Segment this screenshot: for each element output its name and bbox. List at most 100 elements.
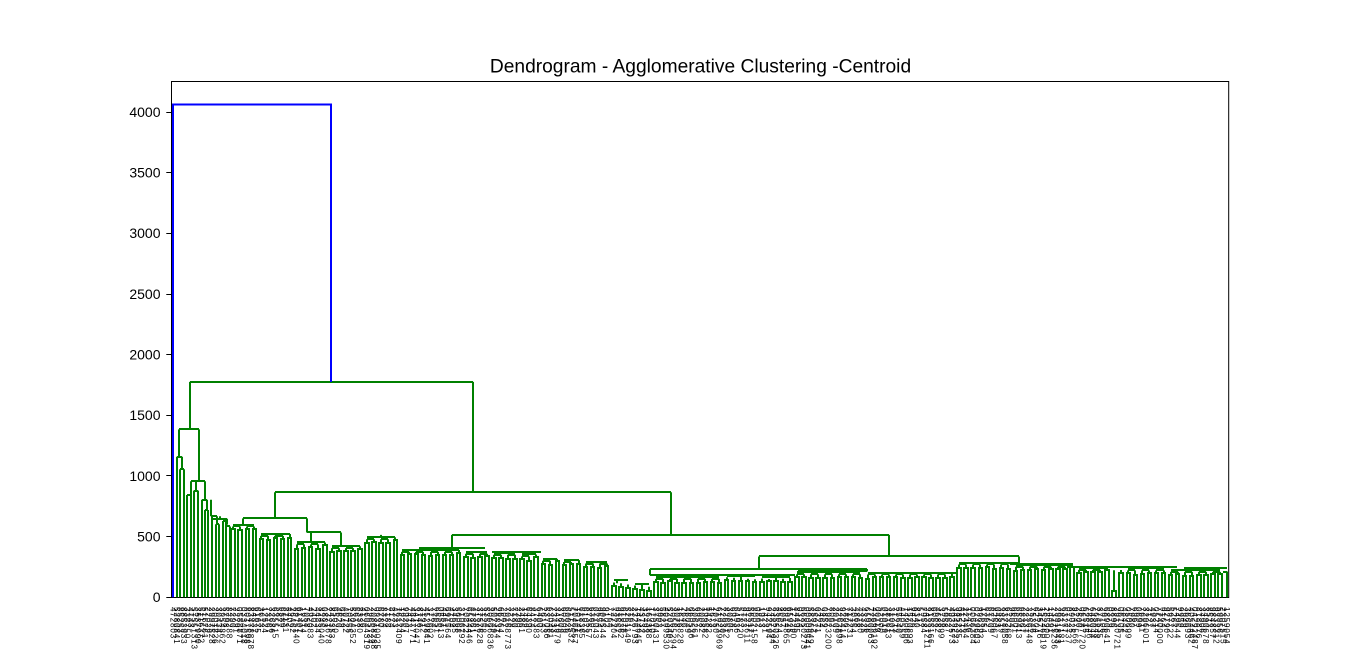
svg-text:45624: 45624	[774, 607, 783, 634]
svg-text:01019: 01019	[880, 607, 889, 634]
svg-text:00009541: 00009541	[803, 607, 812, 650]
svg-text:873557: 873557	[584, 607, 593, 639]
svg-text:78527: 78527	[944, 607, 953, 634]
svg-text:1673: 1673	[708, 607, 717, 628]
svg-text:24337211: 24337211	[922, 607, 931, 649]
svg-text:3256748: 3256748	[1025, 607, 1034, 644]
svg-text:4402: 4402	[285, 607, 294, 628]
svg-text:818876: 818876	[1194, 607, 1203, 639]
svg-text:79584: 79584	[919, 607, 928, 634]
svg-text:9554: 9554	[595, 607, 604, 628]
svg-text:3263898: 3263898	[834, 607, 843, 644]
svg-text:0334018: 0334018	[239, 607, 248, 644]
svg-text:440559: 440559	[898, 607, 907, 639]
svg-text:3228: 3228	[507, 607, 516, 628]
svg-text:306261: 306261	[690, 607, 699, 639]
svg-text:7290: 7290	[228, 607, 237, 628]
svg-text:61923969: 61923969	[715, 607, 724, 650]
svg-text:381613: 381613	[884, 607, 893, 639]
svg-text:4743: 4743	[186, 607, 195, 628]
svg-text:5958: 5958	[940, 607, 949, 628]
svg-text:500: 500	[137, 528, 161, 544]
svg-text:648044: 648044	[1088, 607, 1097, 639]
svg-text:61078: 61078	[619, 607, 628, 634]
svg-text:83380: 83380	[355, 607, 364, 634]
svg-text:65925: 65925	[785, 607, 794, 634]
svg-text:8245040: 8245040	[316, 607, 325, 644]
svg-text:0862: 0862	[753, 607, 762, 628]
svg-text:6967: 6967	[1130, 607, 1139, 628]
svg-text:6978: 6978	[729, 607, 738, 628]
svg-text:05214: 05214	[1152, 607, 1161, 634]
svg-text:83478878: 83478878	[246, 607, 255, 650]
svg-text:22791: 22791	[232, 607, 241, 634]
svg-text:7806: 7806	[841, 607, 850, 628]
svg-text:29130721: 29130721	[1113, 607, 1122, 650]
svg-text:055613: 055613	[436, 607, 445, 639]
svg-text:46049: 46049	[683, 607, 692, 634]
svg-text:4000: 4000	[129, 104, 160, 120]
svg-text:0249603: 0249603	[972, 607, 981, 644]
svg-text:7780063: 7780063	[866, 607, 875, 644]
svg-text:9773: 9773	[739, 607, 748, 628]
svg-text:7764: 7764	[605, 607, 614, 628]
svg-text:7046557: 7046557	[570, 607, 579, 644]
svg-text:8474: 8474	[528, 607, 537, 628]
svg-text:09310025: 09310025	[373, 607, 382, 650]
svg-text:8062: 8062	[827, 607, 836, 628]
svg-text:4932573: 4932573	[947, 607, 956, 644]
svg-text:62515: 62515	[1081, 607, 1090, 634]
svg-text:3127: 3127	[1144, 607, 1153, 628]
svg-text:34906: 34906	[1197, 607, 1206, 634]
svg-text:43180: 43180	[856, 607, 865, 634]
svg-text:26462: 26462	[288, 607, 297, 634]
svg-text:4868: 4868	[852, 607, 861, 628]
svg-text:92790: 92790	[1162, 607, 1171, 634]
svg-text:345776: 345776	[1035, 607, 1044, 639]
svg-text:2000: 2000	[129, 347, 160, 363]
svg-text:12524: 12524	[260, 607, 269, 634]
svg-text:56517: 56517	[746, 607, 755, 634]
svg-text:72930: 72930	[718, 607, 727, 634]
svg-text:61073: 61073	[581, 607, 590, 634]
svg-text:20750: 20750	[711, 607, 720, 634]
svg-text:4529841: 4529841	[422, 607, 431, 644]
svg-text:84495: 84495	[792, 607, 801, 634]
svg-text:30565294: 30565294	[669, 607, 678, 650]
svg-text:371535: 371535	[1095, 607, 1104, 639]
svg-text:691564: 691564	[443, 607, 452, 639]
svg-text:23275236: 23275236	[1049, 607, 1058, 650]
svg-text:70455: 70455	[345, 607, 354, 634]
svg-text:17654: 17654	[979, 607, 988, 634]
svg-text:338750: 338750	[182, 607, 191, 639]
svg-text:2390: 2390	[514, 607, 523, 628]
svg-text:635515: 635515	[271, 607, 280, 639]
svg-text:2965724: 2965724	[366, 607, 375, 644]
svg-text:366693: 366693	[1183, 607, 1192, 639]
svg-text:48442: 48442	[1120, 607, 1129, 634]
svg-text:5280841: 5280841	[172, 607, 181, 644]
svg-text:597722: 597722	[1166, 607, 1175, 639]
svg-text:30154: 30154	[848, 607, 857, 634]
svg-text:4451: 4451	[440, 607, 449, 628]
svg-text:7371678: 7371678	[323, 607, 332, 644]
svg-text:29106: 29106	[1099, 607, 1108, 634]
svg-text:55640: 55640	[894, 607, 903, 634]
svg-text:06105: 06105	[1116, 607, 1125, 634]
svg-text:727204: 727204	[609, 607, 618, 639]
svg-text:285900: 285900	[1042, 607, 1051, 639]
svg-text:43325: 43325	[859, 607, 868, 634]
svg-text:65936: 65936	[863, 607, 872, 634]
svg-text:9504: 9504	[1007, 607, 1016, 628]
svg-text:3750431: 3750431	[651, 607, 660, 644]
svg-text:4054462: 4054462	[1187, 607, 1196, 644]
svg-text:164388: 164388	[644, 607, 653, 639]
svg-text:2997528: 2997528	[207, 607, 216, 644]
svg-text:71213: 71213	[891, 607, 900, 634]
svg-text:3500: 3500	[129, 165, 160, 181]
svg-text:7180: 7180	[510, 607, 519, 628]
svg-text:40199530: 40199530	[662, 607, 671, 650]
svg-text:0699: 0699	[1134, 607, 1143, 628]
svg-text:5304352: 5304352	[348, 607, 357, 644]
svg-text:60309: 60309	[559, 607, 568, 634]
